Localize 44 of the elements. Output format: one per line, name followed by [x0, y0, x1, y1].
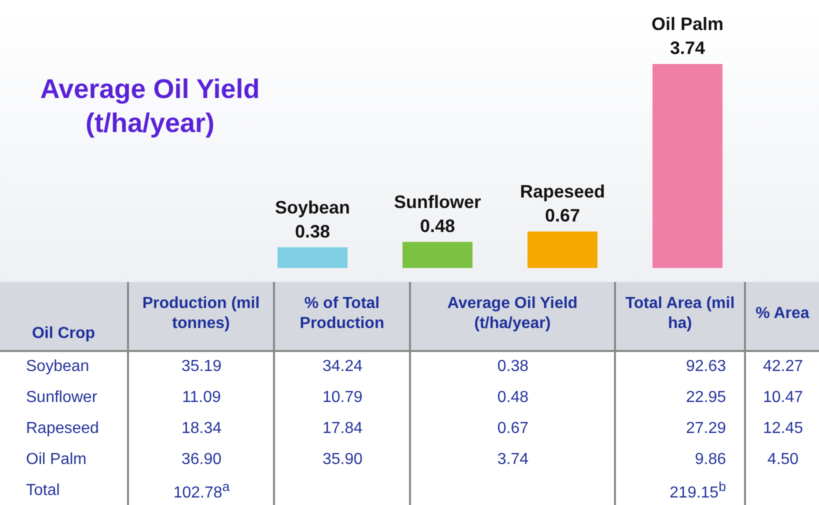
- data-label: 0.67: [544, 205, 580, 226]
- category-label: Total: [26, 482, 60, 498]
- category-label: Soybean: [26, 358, 90, 375]
- category-label: Production (mil tonnes): [128, 282, 274, 351]
- data-label: 3.74: [670, 38, 706, 58]
- text: 219.15$^{b}$: [670, 478, 726, 502]
- text: 0.48: [497, 388, 529, 406]
- text: 0.38: [497, 358, 529, 375]
- text: 42.27: [762, 358, 804, 375]
- text: 18.34: [181, 420, 222, 436]
- text: 10.47: [762, 388, 804, 406]
- chart-title: Average Oil Yield: [39, 73, 261, 106]
- category-label: Total Area (mil ha): [615, 282, 745, 351]
- text: 34.24: [322, 358, 363, 375]
- text: 9.86: [694, 450, 726, 468]
- text: 22.95: [686, 388, 726, 406]
- text: 4.50: [767, 450, 799, 468]
- bar: [402, 242, 472, 268]
- category-label: Rapeseed: [26, 420, 99, 436]
- text: 35.90: [322, 450, 363, 468]
- text: 102.78$^{a}$: [173, 478, 230, 502]
- text: (t/ha/year): [84, 107, 216, 140]
- text: 27.29: [686, 420, 726, 436]
- category-label: % Area: [745, 282, 819, 351]
- bar: [652, 64, 722, 268]
- bar: [528, 231, 598, 268]
- text: 3.74: [497, 450, 529, 468]
- text: 11.09: [182, 388, 221, 406]
- text: 35.19: [181, 358, 222, 375]
- text: 12.45: [762, 420, 804, 436]
- text: 17.84: [322, 420, 363, 436]
- text: 0.67: [497, 420, 529, 436]
- category-label: Oil Crop: [0, 282, 128, 351]
- data-label: 0.48: [420, 216, 456, 236]
- category-label: Average Oil Yield (t/ha/year): [410, 282, 615, 351]
- bar: [278, 247, 348, 268]
- text: 36.90: [181, 450, 222, 468]
- category-label: % of Total Production: [274, 282, 410, 351]
- x-tick-label: Sunflower: [394, 192, 482, 212]
- data-label: 0.38: [294, 221, 330, 242]
- text: 92.63: [686, 358, 726, 375]
- category-label: Sunflower: [26, 388, 98, 406]
- category-label: Oil Palm: [26, 450, 86, 468]
- text: 10.79: [322, 388, 363, 406]
